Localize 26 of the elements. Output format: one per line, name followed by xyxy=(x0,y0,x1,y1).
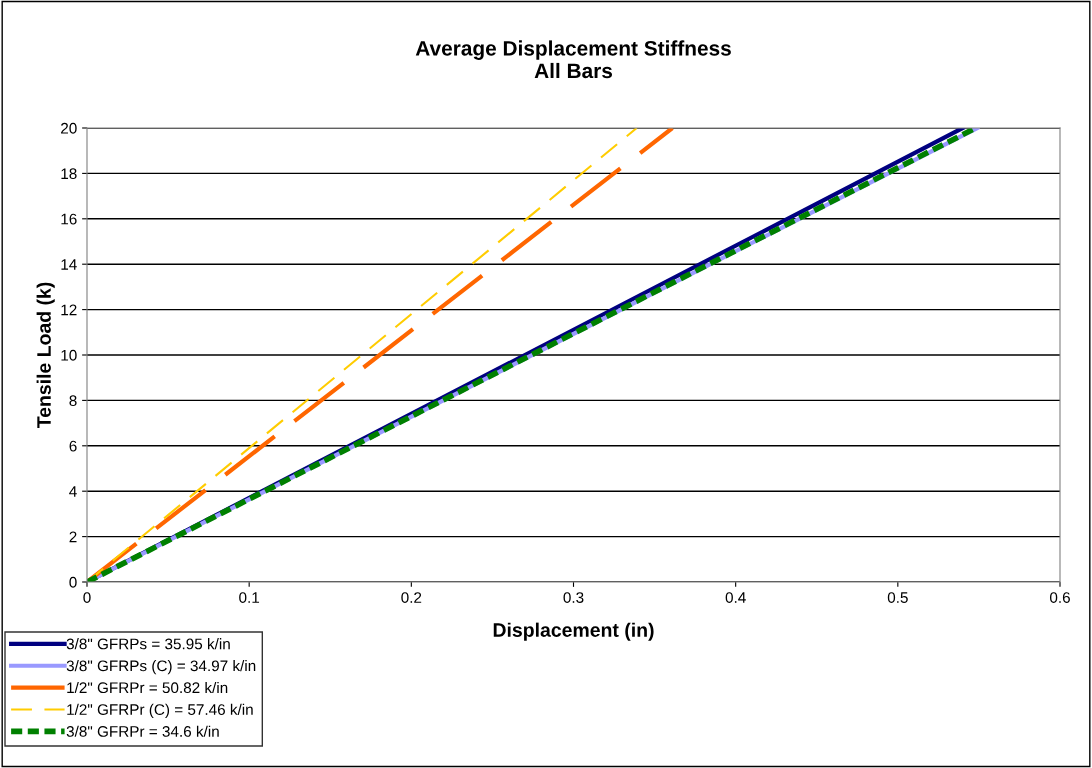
x-tick-label: 0.6 xyxy=(1049,592,1070,603)
legend-label: 1/2" GFRPr (C) = 57.46 k/in xyxy=(67,703,253,718)
x-tick-label: 0.1 xyxy=(239,592,260,603)
legend-label: 3/8" GFRPr = 34.6 k/in xyxy=(66,725,219,737)
y-tick-label: 2 xyxy=(69,531,77,543)
y-axis-title: Tensile Load (k) xyxy=(36,282,55,429)
y-tick-label: 14 xyxy=(61,259,77,270)
y-tick-label: 0 xyxy=(69,576,77,588)
x-tick-label: 0.3 xyxy=(563,592,584,603)
legend-label: 1/2" GFRPr = 50.82 k/in xyxy=(67,681,228,694)
chart-title: Average Displacement Stiffness All Bars xyxy=(415,40,731,79)
y-tick-label: 6 xyxy=(69,440,77,452)
y-tick-label: 16 xyxy=(61,213,77,225)
x-tick-label: 0.4 xyxy=(725,592,746,603)
legend-label: 3/8" GFRPs = 35.95 k/in xyxy=(66,638,230,650)
legend-label: 3/8" GFRPs (C) = 34.97 k/in xyxy=(66,660,256,675)
y-tick-label: 20 xyxy=(61,122,77,134)
x-tick-label: 0.5 xyxy=(887,592,908,603)
y-tick-label: 12 xyxy=(61,304,77,316)
x-tick-label: 0.2 xyxy=(401,592,422,603)
y-tick-label: 18 xyxy=(61,168,77,180)
y-tick-label: 10 xyxy=(61,349,77,361)
x-tick-label: 0 xyxy=(83,592,91,603)
y-tick-label: 4 xyxy=(69,486,77,497)
x-axis-title: Displacement (in) xyxy=(493,622,654,641)
y-tick-label: 8 xyxy=(69,395,77,407)
